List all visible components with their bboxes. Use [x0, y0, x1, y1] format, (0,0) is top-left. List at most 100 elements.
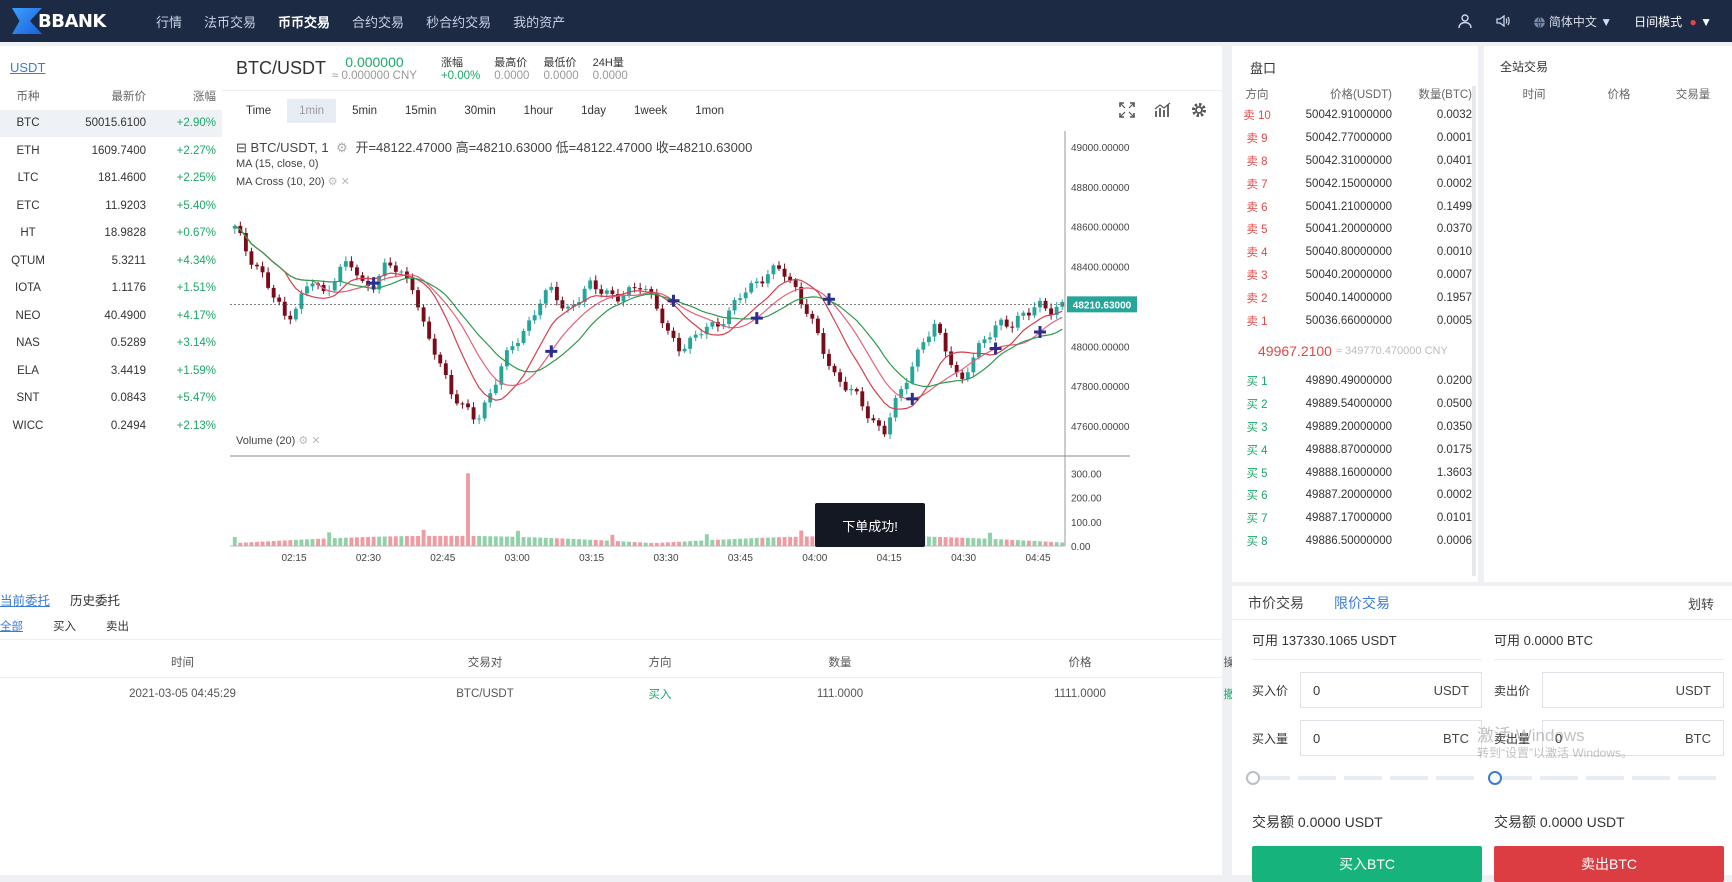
- ask-row[interactable]: 卖 9 50042.77000000 0.0001: [1232, 127, 1478, 150]
- bid-row[interactable]: 买 5 49888.16000000 1.3603: [1232, 461, 1478, 484]
- buy-slider-knob[interactable]: [1246, 771, 1260, 785]
- nav-item-5[interactable]: 我的资产: [513, 14, 566, 30]
- tab-limit-order[interactable]: 限价交易: [1334, 594, 1390, 611]
- ask-row[interactable]: 卖 3 50040.20000000 0.0007: [1232, 264, 1478, 287]
- ask-row[interactable]: 卖 10 50042.91000000 0.0032: [1232, 104, 1478, 127]
- filter-all[interactable]: 全部: [0, 621, 23, 633]
- bid-row[interactable]: 买 3 49889.20000000 0.0350: [1232, 416, 1478, 439]
- timeframe-3[interactable]: 15min: [405, 105, 437, 117]
- timeframe-5[interactable]: 1hour: [523, 105, 554, 117]
- mid-price-cny: ≈ 349770.470000 CNY: [1335, 344, 1448, 357]
- market-tab-usdt[interactable]: USDT: [0, 46, 222, 75]
- bid-row[interactable]: 买 8 49886.50000000 0.0006: [1232, 530, 1478, 553]
- theme-mode-selector[interactable]: 日间模式 ● ▼: [1634, 13, 1712, 30]
- buy-qty-input[interactable]: 0 BTC: [1300, 720, 1482, 756]
- indicators-icon[interactable]: [1154, 101, 1174, 121]
- market-row[interactable]: ELA 3.4419 +1.59%: [0, 357, 222, 385]
- sell-btc-button[interactable]: 卖出BTC: [1494, 846, 1724, 882]
- timeframe-8[interactable]: 1mon: [695, 105, 725, 117]
- buy-price-input[interactable]: 0 USDT: [1300, 672, 1482, 708]
- nav-item-0[interactable]: 行情: [156, 14, 183, 30]
- filter-buy[interactable]: 买入: [53, 621, 76, 633]
- tab-market-order[interactable]: 市价交易: [1248, 594, 1304, 611]
- market-row[interactable]: WICC 0.2494 +2.13%: [0, 412, 222, 440]
- sell-slider-knob[interactable]: [1488, 771, 1502, 785]
- volume-close-icon[interactable]: ✕: [311, 435, 321, 447]
- bid-row[interactable]: 买 6 49887.20000000 0.0002: [1232, 484, 1478, 507]
- bid-qty: 0.0200: [1436, 375, 1472, 388]
- transfer-button[interactable]: 划转: [1687, 597, 1714, 612]
- candle-body: [1038, 300, 1042, 308]
- nav-item-2[interactable]: 币币交易: [278, 14, 331, 30]
- candle-body: [688, 337, 693, 349]
- volume-bar: [516, 530, 520, 546]
- volume-bar: [454, 535, 459, 546]
- market-row[interactable]: HT 18.9828 +0.67%: [0, 220, 222, 248]
- ask-row[interactable]: 卖 4 50040.80000000 0.0010: [1232, 241, 1478, 264]
- market-row[interactable]: NEO 40.4900 +4.17%: [0, 302, 222, 330]
- ask-row[interactable]: 卖 8 50042.31000000 0.0401: [1232, 150, 1478, 173]
- buy-btc-button[interactable]: 买入BTC: [1252, 846, 1482, 882]
- market-row[interactable]: ETH 1609.7400 +2.27%: [0, 137, 222, 165]
- volume-bar: [1038, 541, 1042, 546]
- timeframe-0[interactable]: Time: [246, 105, 272, 117]
- sell-qty-input[interactable]: 0 BTC: [1542, 720, 1724, 756]
- speaker-icon[interactable]: [1495, 13, 1511, 29]
- volume-settings-icon[interactable]: ⚙: [298, 435, 309, 447]
- nav-item-1[interactable]: 法币交易: [204, 14, 257, 30]
- sell-price-input[interactable]: USDT: [1542, 672, 1724, 708]
- market-row[interactable]: BTC 50015.6100 +2.90%: [0, 109, 222, 137]
- volume-bar: [271, 541, 276, 546]
- ask-row[interactable]: 卖 5 50041.20000000 0.0370: [1232, 218, 1478, 241]
- market-row[interactable]: QTUM 5.3211 +4.34%: [0, 247, 222, 275]
- nav-item-4[interactable]: 秒合约交易: [426, 14, 492, 30]
- market-row[interactable]: IOTA 1.1176 +1.51%: [0, 275, 222, 303]
- settings-small-icon[interactable]: ⚙: [336, 140, 348, 155]
- candlestick-chart[interactable]: 49000.00000 48800.00000 48600.00000 48400.0…: [230, 131, 1220, 576]
- indicator-settings-icon[interactable]: ⚙: [327, 176, 338, 188]
- fullscreen-icon[interactable]: [1118, 101, 1138, 121]
- indicator-close-icon[interactable]: ✕: [340, 176, 350, 188]
- bid-row[interactable]: 买 7 49887.17000000 0.0101: [1232, 507, 1478, 530]
- buy-percent-slider[interactable]: [1246, 768, 1482, 788]
- timeframe-4[interactable]: 30min: [464, 105, 496, 117]
- nav-item-3[interactable]: 合约交易: [352, 14, 405, 30]
- settings-gear-icon[interactable]: [1190, 101, 1210, 121]
- candle-body: [604, 290, 609, 294]
- ask-row[interactable]: 卖 1 50036.66000000 0.0005: [1232, 309, 1478, 332]
- bid-price: 49887.20000000: [1305, 489, 1392, 502]
- language-selector[interactable]: 简体中文 ▼: [1533, 13, 1612, 30]
- candle-body: [971, 357, 976, 373]
- timeframe-2[interactable]: 5min: [352, 105, 378, 117]
- y-tick-label: 48000.00000: [1071, 342, 1130, 353]
- tab-current-orders[interactable]: 当前委托: [0, 594, 51, 608]
- candle-body: [471, 407, 476, 420]
- market-row[interactable]: ETC 11.9203 +5.40%: [0, 192, 222, 220]
- logo[interactable]: BBANK: [12, 6, 130, 36]
- order-book-scrollbar[interactable]: [1472, 86, 1476, 576]
- bid-row[interactable]: 买 4 49888.87000000 0.0175: [1232, 438, 1478, 461]
- timeframe-1[interactable]: 1min: [287, 99, 337, 123]
- ask-row[interactable]: 卖 7 50042.15000000 0.0002: [1232, 172, 1478, 195]
- bid-row[interactable]: 买 2 49889.54000000 0.0500: [1232, 393, 1478, 416]
- sell-percent-slider[interactable]: [1488, 768, 1724, 788]
- candle-body: [255, 264, 259, 267]
- timeframe-6[interactable]: 1day: [581, 105, 607, 117]
- market-row[interactable]: SNT 0.0843 +5.47%: [0, 385, 222, 413]
- tab-history-orders[interactable]: 历史委托: [70, 594, 121, 608]
- volume-bar: [616, 541, 620, 546]
- candle-body: [499, 366, 504, 385]
- candle-body: [943, 332, 948, 352]
- collapse-icon[interactable]: ⊟: [236, 140, 247, 155]
- candle-body: [821, 333, 826, 354]
- candle-body: [788, 276, 793, 281]
- last-price-tag-label: 48210.63000: [1073, 300, 1132, 311]
- ask-row[interactable]: 卖 2 50040.14000000 0.1957: [1232, 286, 1478, 309]
- user-icon[interactable]: [1457, 13, 1473, 29]
- timeframe-7[interactable]: 1week: [634, 105, 668, 117]
- filter-sell[interactable]: 卖出: [106, 621, 129, 633]
- market-row[interactable]: LTC 181.4600 +2.25%: [0, 165, 222, 193]
- ask-row[interactable]: 卖 6 50041.21000000 0.1499: [1232, 195, 1478, 218]
- market-row[interactable]: NAS 0.5289 +3.14%: [0, 330, 222, 358]
- bid-row[interactable]: 买 1 49890.49000000 0.0200: [1232, 370, 1478, 393]
